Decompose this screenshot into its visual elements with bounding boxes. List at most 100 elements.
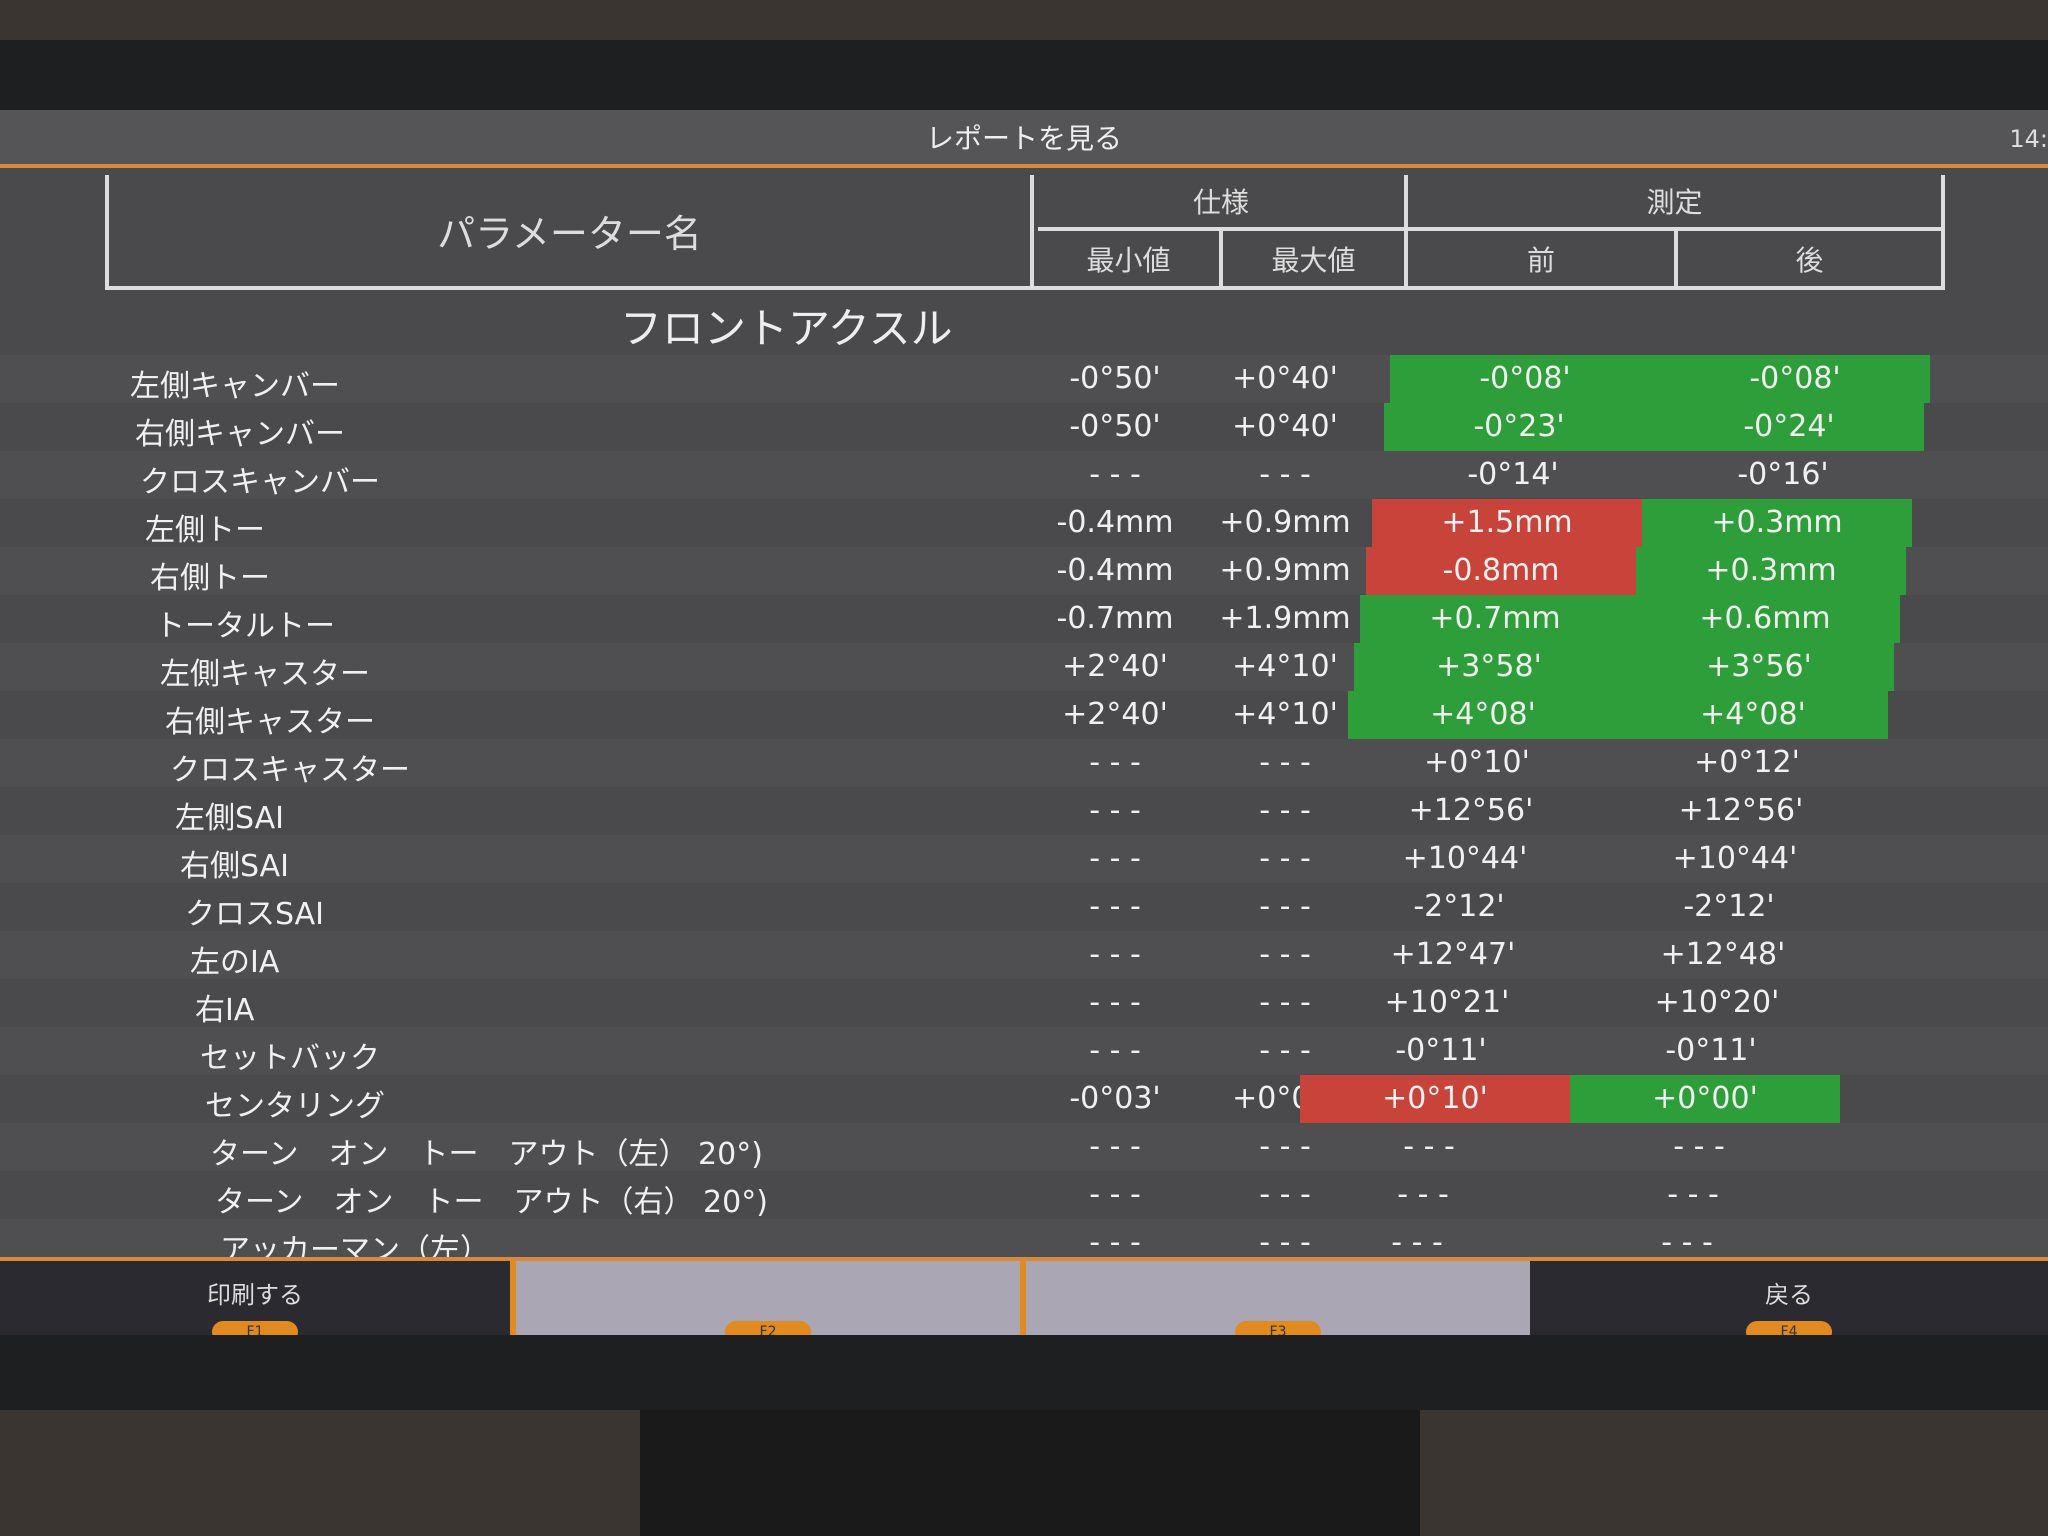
spec-min: - - - [1089,889,1141,924]
spec-max: - - - [1259,889,1311,924]
param-name: ターン オン トー アウト（左） 20°) [210,1137,763,1172]
param-name: 左側SAI [175,801,284,836]
table-row: クロスキャスター - - - - - - +0°10' +0°12' [0,739,2048,788]
table-row: 左側トー -0.4mm +0.9mm +1.5mm +0.3mm [0,499,2048,548]
measure-before: -0.8mm [1366,547,1636,595]
header-param-name: パラメーター名 [109,175,1034,286]
measure-before: +12°56' [1408,793,1534,828]
table-row: 右IA - - - - - - +10°21' +10°20' [0,979,2048,1028]
measure-after: +12°48' [1660,937,1786,972]
spec-max: +0.9mm [1219,505,1351,540]
table-header: パラメーター名 仕様 測定 最小値 最大値 前 後 [105,175,1945,290]
table-row: ターン オン トー アウト（左） 20°) - - - - - - - - - - - … [0,1123,2048,1172]
measure-before: - - - [1397,1177,1449,1212]
spec-max: +1.9mm [1219,601,1351,636]
spec-min: - - - [1089,793,1141,828]
table-row: クロスSAI - - - - - - -2°12' -2°12' [0,883,2048,932]
param-name: クロスSAI [185,897,324,932]
table-row: 左側キャスター +2°40' +4°10' +3°58' +3°56' [0,643,2048,692]
function-key-bar: 印刷する F1 F2 F3 戻る F4 [0,1257,2048,1335]
measure-after: -0°11' [1665,1033,1757,1068]
table-row: 右側トー -0.4mm +0.9mm -0.8mm +0.3mm [0,547,2048,596]
param-name: ターン オン トー アウト（右） 20°) [215,1185,768,1220]
spec-min: - - - [1089,1225,1141,1260]
spec-min: - - - [1089,1033,1141,1068]
header-spec: 仕様 [1038,175,1408,231]
spec-max: +0°40' [1232,361,1338,396]
measure-after: - - - [1667,1177,1719,1212]
measure-after: -2°12' [1683,889,1775,924]
measure-before: -0°08' [1390,355,1660,403]
param-name: 右側キャンバー [135,417,345,452]
param-name: 左のIA [190,945,280,980]
spec-min: - - - [1089,1129,1141,1164]
table-row: セットバック - - - - - - -0°11' -0°11' [0,1027,2048,1076]
spec-max: - - - [1259,1225,1311,1260]
spec-max: - - - [1259,793,1311,828]
table-row: 左のIA - - - - - - +12°47' +12°48' [0,931,2048,980]
measure-after: +0.6mm [1630,595,1900,643]
table-row: 左側SAI - - - - - - +12°56' +12°56' [0,787,2048,836]
table-row: 右側キャンバー -0°50' +0°40' -0°23' -0°24' [0,403,2048,452]
header-max: 最大値 [1223,231,1408,286]
param-name: 右IA [195,993,255,1028]
spec-max: +4°10' [1232,649,1338,684]
header-measure: 測定 [1408,175,1941,231]
measure-before: - - - [1403,1129,1455,1164]
spec-max: - - - [1259,1129,1311,1164]
table-row: ターン オン トー アウト（右） 20°) - - - - - - - - - - - … [0,1171,2048,1220]
window-title: レポートを見る 14: [0,110,2048,168]
clock: 14: [2009,125,2048,153]
measure-before: -0°14' [1467,457,1559,492]
measure-after: +0°12' [1694,745,1800,780]
spec-min: - - - [1089,1177,1141,1212]
spec-max: - - - [1259,1033,1311,1068]
function-button-f2[interactable]: F2 [510,1261,1020,1335]
measure-after: +12°56' [1678,793,1804,828]
param-name: 右側キャスター [165,705,375,740]
param-name: 右側SAI [180,849,289,884]
spec-max: +0°40' [1232,409,1338,444]
measure-before: +0.7mm [1360,595,1630,643]
measure-after: +10°20' [1654,985,1780,1020]
spec-max: - - - [1259,985,1311,1020]
measure-after: +4°08' [1618,691,1888,739]
measure-before: -2°12' [1413,889,1505,924]
param-name: 左側キャスター [160,657,370,692]
measure-before: -0°23' [1384,403,1654,451]
measure-after: - - - [1673,1129,1725,1164]
measure-after: -0°16' [1737,457,1829,492]
spec-max: - - - [1259,457,1311,492]
measure-after: +10°44' [1672,841,1798,876]
measure-after: -0°24' [1654,403,1924,451]
measure-before: +3°58' [1354,643,1624,691]
spec-max: +4°10' [1232,697,1338,732]
screen: レポートを見る 14: パラメーター名 仕様 測定 最小値 最大値 前 後 フロン… [0,110,2048,1335]
spec-min: +2°40' [1062,649,1168,684]
table-row: トータルトー -0.7mm +1.9mm +0.7mm +0.6mm [0,595,2048,644]
spec-max: - - - [1259,745,1311,780]
section-title: フロントアクスル [620,304,953,353]
param-name: トータルトー [155,609,335,644]
function-button-f3[interactable]: F3 [1020,1261,1530,1335]
spec-min: -0.4mm [1056,505,1174,540]
table-row: 右側キャスター +2°40' +4°10' +4°08' +4°08' [0,691,2048,740]
spec-min: - - - [1089,937,1141,972]
spec-max: - - - [1259,937,1311,972]
param-name: センタリング [205,1089,385,1124]
measure-after: +0°00' [1570,1075,1840,1123]
measure-after: +0.3mm [1642,499,1912,547]
param-name: セットバック [200,1041,380,1076]
measure-before: +12°47' [1390,937,1516,972]
function-key-badge: F1 [212,1321,298,1335]
function-button-f1[interactable]: 印刷する F1 [0,1261,510,1335]
param-name: クロスキャスター [170,753,410,788]
function-button-f4[interactable]: 戻る F4 [1530,1261,2048,1335]
function-key-badge: F3 [1235,1321,1321,1335]
table-row: 左側キャンバー -0°50' +0°40' -0°08' -0°08' [0,355,2048,404]
measure-before: +0°10' [1424,745,1530,780]
spec-min: -0.7mm [1056,601,1174,636]
measure-after: - - - [1661,1225,1713,1260]
spec-max: - - - [1259,841,1311,876]
title-text: レポートを見る [925,122,1122,155]
